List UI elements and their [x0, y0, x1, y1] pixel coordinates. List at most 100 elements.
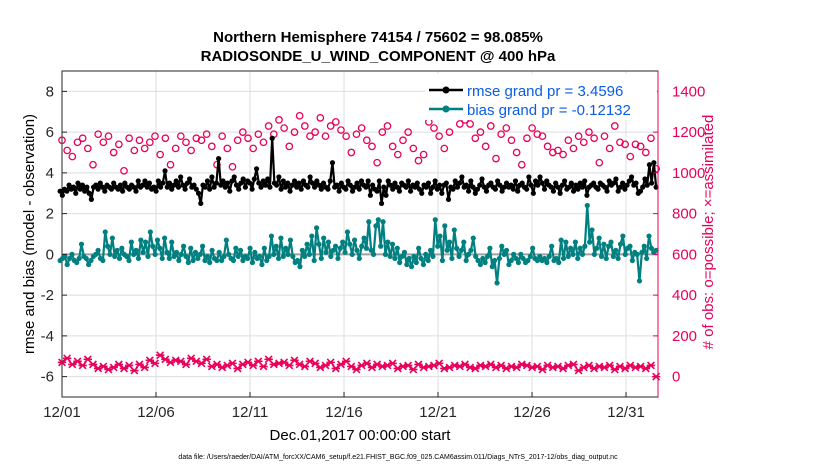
bias-point: [107, 251, 113, 257]
obs-assimilated-point: [646, 361, 656, 370]
obs-possible-point: [368, 142, 376, 151]
rmse-point: [265, 176, 271, 182]
rmse-point: [338, 180, 344, 186]
rmse-point: [274, 182, 280, 188]
bias-point: [541, 255, 548, 262]
bias-point: [138, 237, 144, 243]
obs-possible-point: [569, 144, 578, 153]
bias-point: [451, 227, 457, 233]
obs-possible-point: [156, 150, 165, 159]
obs-assimilated-point: [78, 361, 87, 370]
rmse-point: [356, 186, 362, 192]
rmse-point: [510, 186, 516, 192]
x-tick-label: 12/16: [325, 404, 363, 421]
bias-point: [266, 253, 272, 260]
y-right-tick-label: 200: [672, 328, 697, 345]
bias-point: [351, 237, 358, 243]
obs-possible-point: [254, 130, 263, 139]
obs-possible-point: [362, 136, 371, 145]
bias-point: [261, 245, 267, 251]
rmse-point: [544, 178, 550, 184]
bias-point: [565, 253, 571, 260]
obs-possible-point: [435, 132, 443, 141]
rmse-point: [644, 182, 650, 188]
rmse-point: [405, 178, 411, 184]
bias-point: [349, 251, 355, 257]
obs-possible-point: [430, 124, 438, 132]
rmse-point: [153, 188, 159, 194]
obs-possible-point: [445, 128, 454, 136]
bias-point: [413, 259, 419, 266]
rmse-point: [320, 180, 327, 186]
obs-possible-point: [316, 114, 325, 122]
bias-point: [280, 253, 286, 260]
obs-possible-point: [626, 152, 635, 161]
obs-possible-point: [264, 122, 273, 130]
rmse-point: [481, 184, 487, 190]
rmse-point: [423, 184, 429, 190]
rmse-point: [329, 160, 336, 166]
x-tick-label: 12/01: [43, 404, 81, 421]
rmse-point: [227, 188, 233, 194]
bias-point: [387, 253, 393, 260]
rmse-point: [385, 178, 391, 184]
obs-possible-point: [166, 160, 175, 169]
bias-point: [553, 255, 559, 262]
chart-title: Northern Hemisphere 74154 / 75602 = 98.0…: [213, 29, 543, 46]
rmse-point: [334, 182, 340, 188]
rmse-point: [73, 190, 79, 196]
legend-bias-label: bias grand pr = -0.12132: [467, 102, 631, 119]
bias-point: [549, 243, 555, 249]
bias-point: [427, 247, 434, 253]
obs-possible-point: [466, 120, 474, 128]
obs-possible-point: [182, 138, 190, 147]
obs-possible-point: [306, 132, 314, 141]
bias-point: [575, 255, 581, 262]
bias-point: [230, 257, 237, 264]
bias-point: [256, 253, 263, 260]
rmse-point: [651, 160, 657, 166]
bias-point: [337, 245, 343, 251]
bias-point: [465, 251, 472, 257]
rmse-point: [537, 174, 543, 180]
rmse-point: [530, 190, 536, 196]
rmse-point: [204, 178, 211, 184]
bias-point: [223, 237, 229, 243]
rmse-point: [276, 174, 282, 180]
obs-assimilated-point: [202, 355, 211, 364]
rmse-point: [166, 180, 173, 186]
rmse-point: [238, 180, 244, 186]
bias-point: [473, 253, 479, 260]
bias-point: [124, 253, 130, 260]
bias-point: [584, 202, 590, 209]
obs-possible-point: [595, 158, 604, 167]
x-axis-label: Dec.01,2017 00:00:00 start: [270, 427, 452, 444]
bias-point: [601, 241, 607, 247]
rmse-point: [86, 190, 92, 196]
bias-point: [180, 243, 187, 249]
bias-point: [209, 247, 215, 253]
rmse-point: [428, 190, 434, 196]
bias-point: [629, 257, 635, 264]
obs-possible-point: [135, 136, 144, 145]
obs-assimilated-point: [326, 358, 335, 367]
obs-possible-point: [89, 160, 97, 169]
rmse-point: [240, 176, 246, 182]
bias-point: [568, 245, 574, 251]
rmse-point: [222, 184, 228, 190]
bias-point: [589, 227, 595, 233]
rmse-point: [218, 182, 224, 188]
rmse-point: [198, 200, 204, 207]
bias-point: [435, 243, 441, 249]
bias-point: [444, 247, 450, 253]
rmse-point: [474, 186, 481, 192]
rmse-point: [142, 178, 148, 184]
rmse-point: [247, 180, 253, 186]
rmse-point: [260, 178, 266, 184]
bias-point: [577, 245, 583, 251]
rmse-point: [613, 176, 619, 182]
rmse-point: [622, 186, 628, 192]
rmse-point: [450, 186, 456, 192]
rmse-point: [501, 184, 507, 190]
